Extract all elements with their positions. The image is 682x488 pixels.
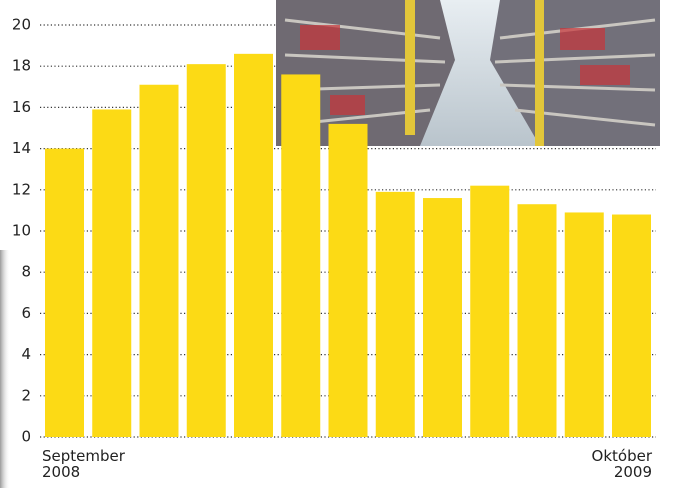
y-tick-label: 0 xyxy=(21,428,31,446)
bar xyxy=(281,74,321,437)
bar xyxy=(92,109,132,438)
y-tick-label: 2 xyxy=(21,386,31,404)
y-tick-label: 18 xyxy=(12,57,31,75)
bars xyxy=(45,53,651,438)
bar xyxy=(423,198,462,437)
edge-shadow xyxy=(0,250,10,488)
labels: 0 2 4 6 8 10 12 14 16 18 20 September 2008 Október 200… xyxy=(12,16,653,481)
y-tick-label: 8 xyxy=(21,263,31,281)
bar xyxy=(375,191,415,437)
y-tick-label: 20 xyxy=(12,16,31,34)
bar xyxy=(612,214,651,437)
bar xyxy=(234,53,273,438)
y-tick-label: 6 xyxy=(21,304,31,322)
bar xyxy=(139,84,179,438)
x-tick-label: September 2008 xyxy=(42,447,126,481)
y-tick-label: 10 xyxy=(12,222,31,240)
y-tick-label: 16 xyxy=(12,98,31,116)
bar xyxy=(45,148,84,437)
x-tick-label: Október 2009 xyxy=(592,447,653,481)
y-tick-label: 14 xyxy=(12,139,31,157)
photo xyxy=(276,0,660,146)
bar xyxy=(186,64,226,437)
bar xyxy=(470,185,510,437)
bar xyxy=(564,212,604,437)
y-tick-label: 4 xyxy=(21,345,31,363)
y-tick-label: 12 xyxy=(12,180,31,198)
bar xyxy=(517,204,557,437)
bar xyxy=(328,123,368,437)
